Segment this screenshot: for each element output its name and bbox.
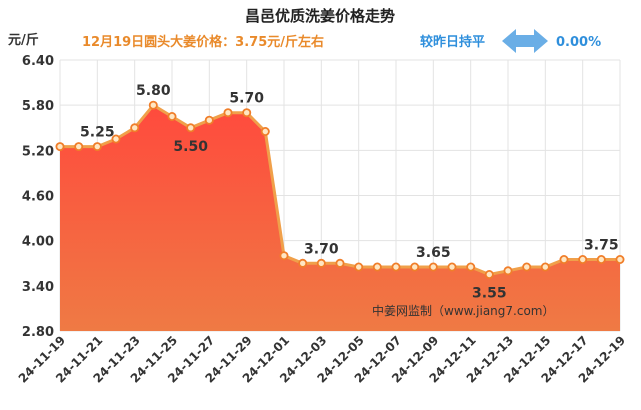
compare-label: 较昨日持平	[420, 34, 485, 50]
data-point	[316, 258, 326, 268]
data-point	[484, 269, 494, 279]
data-point	[615, 254, 625, 264]
data-point	[186, 123, 196, 133]
data-point	[428, 262, 438, 272]
data-point	[55, 142, 65, 152]
data-point	[74, 142, 84, 152]
data-point	[279, 251, 289, 261]
source-note: 中姜网监制（www.jiang7.com）	[372, 303, 554, 318]
y-tick-label: 5.20	[22, 144, 54, 159]
data-point	[298, 258, 308, 268]
data-point	[354, 262, 364, 272]
y-tick-label: 4.60	[22, 190, 54, 205]
area-fill	[60, 105, 620, 331]
data-label: 5.50	[173, 139, 208, 155]
data-point	[242, 108, 252, 118]
data-markers	[55, 100, 625, 279]
chart-subtitle: 12月19日圆头大姜价格：3.75元/斤左右	[82, 34, 324, 50]
data-point	[391, 262, 401, 272]
data-point	[559, 254, 569, 264]
data-point	[372, 262, 382, 272]
data-point	[522, 262, 532, 272]
data-point	[130, 123, 140, 133]
data-point	[335, 258, 345, 268]
y-tick-label: 4.00	[22, 235, 54, 250]
x-axis-ticks: 24-11-1924-11-2124-11-2324-11-2524-11-27…	[16, 333, 628, 385]
data-point	[92, 142, 102, 152]
data-label: 5.70	[229, 91, 264, 107]
data-point	[223, 108, 233, 118]
data-point	[466, 262, 476, 272]
data-point	[204, 115, 214, 125]
data-point	[167, 112, 177, 122]
data-point	[540, 262, 550, 272]
data-label: 3.65	[416, 245, 451, 261]
data-label: 5.80	[136, 83, 171, 99]
y-axis-unit: 元/斤	[8, 32, 39, 48]
data-point	[410, 262, 420, 272]
y-tick-label: 3.40	[22, 280, 54, 295]
y-tick-label: 5.80	[22, 99, 54, 114]
data-point	[111, 134, 121, 144]
data-point	[148, 100, 158, 110]
chart-title: 昌邑优质洗姜价格走势	[245, 7, 395, 25]
data-point	[503, 266, 513, 276]
y-tick-label: 6.40	[22, 54, 54, 69]
data-labels: 5.25 5.80 5.50 5.70 3.70 3.65 3.55 3.75	[80, 83, 619, 301]
price-change-percent: 0.00%	[556, 35, 601, 50]
y-tick-label: 2.80	[22, 325, 54, 340]
data-label: 3.55	[472, 286, 507, 302]
data-label: 3.75	[584, 237, 619, 253]
double-arrow-icon	[502, 29, 548, 53]
data-point	[260, 127, 270, 137]
data-point	[596, 254, 606, 264]
y-axis-ticks: 2.80 3.40 4.00 4.60 5.20 5.80 6.40	[22, 54, 54, 340]
data-point	[578, 254, 588, 264]
data-point	[447, 262, 457, 272]
data-label: 5.25	[80, 125, 115, 141]
data-label: 3.70	[304, 241, 339, 257]
price-area	[60, 105, 620, 331]
